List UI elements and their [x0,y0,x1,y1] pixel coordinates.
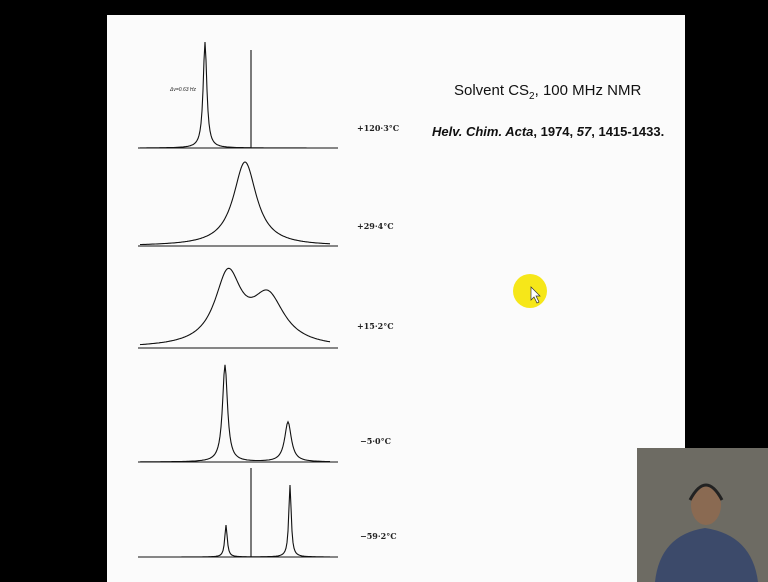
spectra [138,42,338,557]
temperature: +15·2°C [357,321,394,331]
citation-text: , 1974, [533,124,576,139]
screen: +120·3°C +29·4°C +15·2°C −5·0°C −59·2°C … [0,0,768,582]
spectrum [140,268,330,344]
webcam [637,448,768,582]
temperature: −5·0°C [360,436,391,446]
journal: Helv. Chim. Acta [432,124,533,139]
citation-text: , 1415-1433. [591,124,664,139]
heading-text: Solvent CS [454,82,529,99]
temperature: +29·4°C [357,221,394,231]
volume: 57 [577,124,592,139]
heading-text: , 100 MHz NMR [535,82,642,99]
spectrum [140,485,330,557]
temperature: −59·2°C [360,531,397,541]
annotation: Δν=0.63 Hz [169,87,197,93]
spectrum [140,365,330,462]
temperature: +120·3°C [357,123,399,133]
heading: Solvent CS2, 100 MHz NMR [454,82,641,102]
citation: Helv. Chim. Acta, 1974, 57, 1415-1433. [432,124,664,139]
spectrum [140,42,330,148]
cursor-highlight [513,274,547,308]
spectrum [140,162,330,245]
slide-graphics: +120·3°C +29·4°C +15·2°C −5·0°C −59·2°C … [0,0,768,582]
